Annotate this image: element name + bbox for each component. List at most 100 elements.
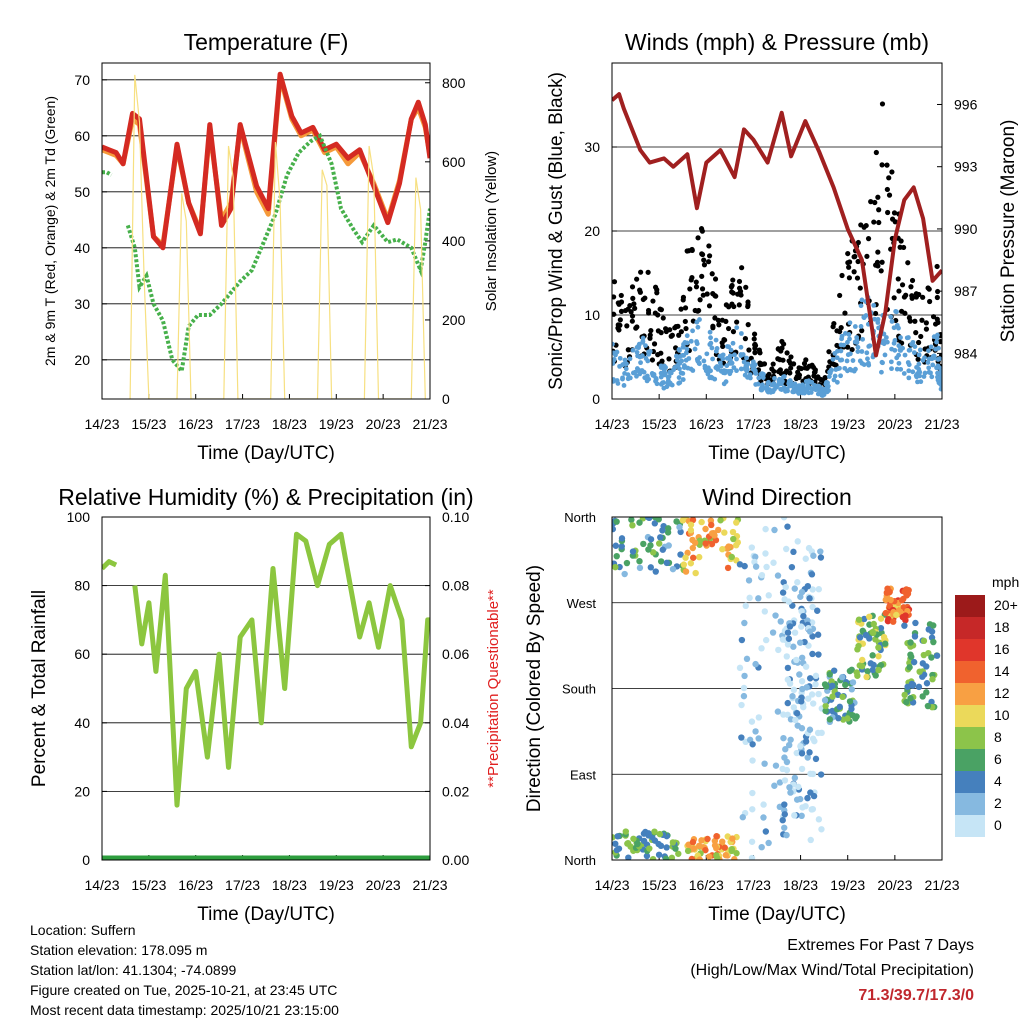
series-wind (612, 294, 942, 398)
direction-point (733, 519, 740, 526)
direction-point (822, 702, 829, 710)
direction-point (882, 640, 889, 647)
direction-point (848, 686, 856, 693)
direction-point (806, 595, 813, 602)
direction-point (907, 695, 914, 702)
wind-point (627, 356, 633, 362)
gust-point (700, 292, 706, 298)
wind-point (831, 377, 837, 383)
wind-point (612, 350, 616, 356)
gust-point (884, 162, 890, 168)
wind-point (707, 342, 713, 347)
direction-point (869, 666, 876, 674)
direction-point (925, 626, 932, 633)
wind-point (747, 372, 753, 378)
direction-point (689, 544, 697, 552)
direction-point (798, 654, 806, 661)
gust-point (693, 279, 699, 285)
x-tick-label: 17/23 (225, 877, 260, 893)
direction-point (793, 710, 801, 717)
gust-point (875, 249, 881, 255)
gust-point (678, 306, 684, 312)
colorbar-swatch (955, 595, 985, 617)
wind-point (929, 374, 935, 380)
wind-point (669, 382, 675, 388)
x-tick-label: 19/23 (830, 416, 865, 432)
direction-point (765, 839, 772, 847)
direction-point (790, 643, 797, 650)
gust-point (701, 257, 707, 263)
direction-point (809, 650, 816, 658)
direction-point (647, 564, 655, 571)
direction-point (907, 639, 914, 646)
gust-point (934, 294, 940, 301)
direction-point (794, 722, 801, 729)
wind-point (889, 366, 894, 372)
gust-point (937, 339, 942, 345)
wind-point (734, 325, 740, 331)
direction-point (706, 853, 713, 860)
wind-point (847, 351, 853, 357)
gust-point (918, 333, 924, 340)
wind-point (760, 382, 765, 388)
wind-point (907, 347, 913, 353)
wind-point (701, 358, 707, 364)
wind-point (842, 331, 848, 336)
wind-point (714, 346, 720, 351)
direction-point (645, 830, 652, 837)
gust-point (699, 251, 705, 257)
colorbar-label: 0 (994, 817, 1002, 833)
y2-axis-label: Solar Insolation (Yellow) (483, 151, 500, 311)
direction-point (696, 856, 703, 860)
chart-rh: Relative Humidity (%) & Precipitation (i… (29, 484, 502, 925)
direction-point (739, 814, 746, 821)
gust-point (705, 259, 712, 265)
gust-point (751, 331, 758, 337)
direction-point (711, 532, 718, 539)
gust-point (632, 305, 638, 311)
wind-point (752, 362, 758, 368)
gust-point (618, 308, 625, 314)
wind-point (790, 389, 796, 395)
direction-point (746, 594, 753, 602)
gust-point (627, 303, 633, 309)
direction-point (761, 760, 768, 767)
gust-point (920, 294, 926, 300)
x-tick-label: 16/23 (689, 416, 724, 432)
wind-point (788, 380, 794, 385)
direction-point (875, 666, 882, 674)
series-relative-humidity (102, 531, 430, 808)
wind-point (730, 340, 736, 346)
colorbar-label: 4 (994, 773, 1002, 789)
wind-point (697, 317, 702, 322)
direction-point (736, 664, 744, 672)
direction-point (689, 517, 697, 524)
direction-point (781, 824, 788, 831)
x-tick-label: 20/23 (877, 877, 912, 893)
direction-point (798, 750, 806, 757)
wind-point (906, 362, 912, 368)
wind-point (858, 303, 864, 309)
y-axis-label: Percent & Total Rainfall (29, 590, 50, 787)
wind-point (732, 352, 737, 358)
direction-point (784, 699, 791, 707)
wind-point (741, 359, 747, 365)
chart-title: Wind Direction (702, 484, 852, 510)
gust-point (885, 209, 891, 216)
wind-point (902, 352, 908, 358)
direction-point (786, 784, 793, 791)
gust-point (845, 260, 851, 266)
direction-point (791, 585, 798, 592)
x-tick-label: 19/23 (319, 877, 354, 893)
wind-point (717, 360, 723, 366)
wind-point (779, 378, 785, 384)
gust-point (891, 295, 897, 301)
direction-point (630, 835, 637, 842)
x-tick-label: 17/23 (225, 416, 260, 432)
series-station-pressure (612, 92, 942, 358)
direction-point (787, 736, 794, 743)
x-tick-label: 15/23 (642, 416, 677, 432)
wind-point (864, 350, 870, 356)
gust-point (901, 244, 907, 251)
plot-area (102, 71, 430, 399)
